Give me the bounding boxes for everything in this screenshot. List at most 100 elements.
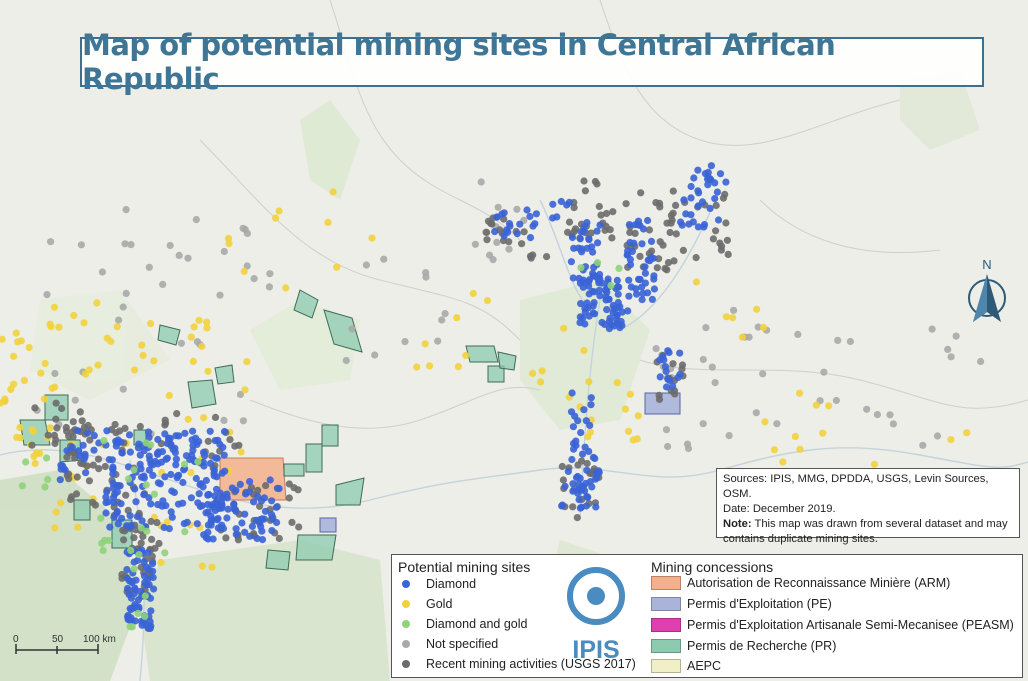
gold-site xyxy=(580,346,588,354)
gold-site xyxy=(40,395,49,403)
recent-mining-site xyxy=(570,227,578,236)
note-line: Note: This map was drawn from several da… xyxy=(723,517,1013,547)
recent-mining-site xyxy=(52,399,60,407)
diamond-site xyxy=(685,220,693,228)
gold-site xyxy=(779,458,787,466)
diamond-site xyxy=(162,455,170,463)
gold-site xyxy=(1,395,9,403)
diamond-site xyxy=(531,220,539,228)
diamond-site xyxy=(221,467,229,475)
diamond-site xyxy=(167,508,175,516)
diamond-site xyxy=(628,247,637,255)
diamond-site xyxy=(598,318,606,327)
gold-site xyxy=(753,305,761,313)
recent-mining-site xyxy=(484,217,493,225)
diamond-site xyxy=(145,466,153,474)
diamond-site xyxy=(102,499,110,507)
diamond-site xyxy=(669,382,677,390)
gold-site xyxy=(469,289,477,298)
legend-item-peasm: Permis d'Exploitation Artisanale Semi-Me… xyxy=(651,618,1014,632)
not-specified-site xyxy=(773,420,781,428)
recent-mining-site xyxy=(505,238,513,246)
diamond-site xyxy=(118,449,126,457)
recent-mining-site xyxy=(602,209,611,218)
diamond-and-gold-site xyxy=(615,264,623,272)
gold-site xyxy=(46,424,54,432)
diamond-site xyxy=(202,476,210,485)
recent-mining-site xyxy=(670,257,678,265)
diamond-and-gold-site xyxy=(126,623,134,631)
recent-mining-site xyxy=(262,482,270,490)
diamond-site xyxy=(109,465,117,473)
diamond-site xyxy=(634,221,642,229)
gold-site xyxy=(10,352,18,360)
diamond-site xyxy=(149,567,157,575)
gold-site xyxy=(37,369,45,377)
not-specified-site xyxy=(832,396,841,405)
diamond-site xyxy=(144,428,153,436)
diamond-site xyxy=(568,455,576,464)
recent-mining-site xyxy=(679,246,688,254)
diamond-site xyxy=(256,517,264,526)
diamond-site xyxy=(110,513,118,521)
not-specified-site xyxy=(471,240,479,248)
diamond-site xyxy=(558,502,566,510)
diamond-site xyxy=(569,423,578,431)
gold-site xyxy=(224,234,233,242)
diamond-site xyxy=(502,226,511,234)
diamond-site xyxy=(84,429,92,437)
gold-site xyxy=(57,499,65,507)
recent-mining-site xyxy=(294,486,302,494)
recent-mining-site xyxy=(709,235,718,243)
gold-site xyxy=(243,358,251,366)
gold-site xyxy=(225,240,233,248)
gold-site xyxy=(759,323,768,332)
diamond-site xyxy=(549,200,557,208)
recent-mining-site xyxy=(62,423,70,432)
recent-mining-site xyxy=(68,493,76,501)
note-label: Note: xyxy=(723,518,752,530)
diamond-site xyxy=(68,443,76,451)
pr-swatch xyxy=(651,639,681,653)
diamond-site xyxy=(563,201,571,209)
legend-label: Gold xyxy=(426,597,453,611)
recent-mining-site xyxy=(716,239,724,247)
recent-mining-site xyxy=(52,415,60,423)
gold-site xyxy=(80,319,88,327)
diamond-site xyxy=(181,429,189,437)
scale-label-100: 100 km xyxy=(83,634,116,645)
diamond-site xyxy=(694,223,703,231)
recent-mining-site xyxy=(91,501,99,509)
scale-label-50: 50 xyxy=(52,634,64,645)
recent-mining-site xyxy=(78,417,86,425)
diamond-site xyxy=(138,621,146,629)
not-specified-site xyxy=(944,345,952,353)
diamond-site xyxy=(700,223,708,231)
diamond-site xyxy=(106,523,114,531)
recent-mining-site xyxy=(609,208,617,216)
recent-mining-site xyxy=(111,420,119,429)
diamond-site xyxy=(594,239,602,247)
gold-site xyxy=(426,362,434,370)
not-specified-site xyxy=(175,251,183,259)
arm-swatch xyxy=(651,576,681,590)
diamond-site xyxy=(168,513,176,521)
legend-item-pr: Permis de Recherche (PR) xyxy=(651,639,836,653)
diamond-site xyxy=(589,309,597,317)
diamond-site xyxy=(625,292,633,300)
recent-mining-site xyxy=(204,437,212,445)
legend-item-arm: Autorisation de Reconnaissance Minière (… xyxy=(651,576,950,590)
not-specified-site xyxy=(477,178,485,186)
gold-site xyxy=(0,335,6,343)
recent-mining-site xyxy=(587,229,595,237)
gold-site xyxy=(738,333,747,341)
not-specified-site xyxy=(486,251,494,259)
recent-mining-site xyxy=(527,254,535,262)
diamond-site xyxy=(695,189,703,197)
diamond-site xyxy=(109,484,117,492)
recent-mining-site xyxy=(659,241,667,249)
diamond-and-gold-site xyxy=(18,482,26,490)
diamond-site xyxy=(230,500,238,508)
gold-site xyxy=(634,412,642,420)
diamond-site xyxy=(186,455,194,464)
